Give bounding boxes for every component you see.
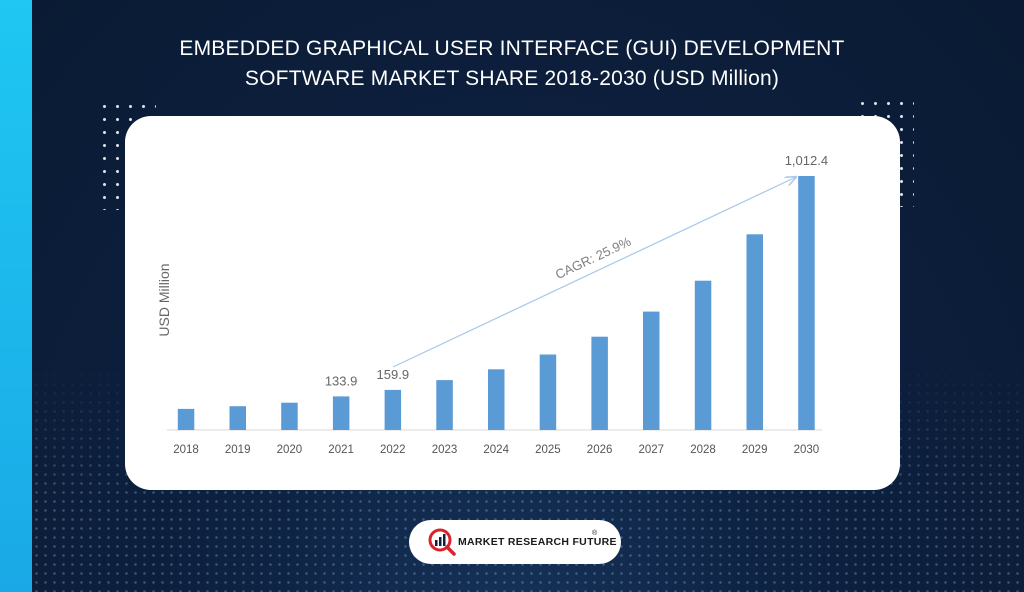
bar-2028: [694, 280, 712, 430]
x-tick-label-2020: 2020: [277, 444, 303, 456]
bar-2019: [229, 406, 246, 430]
x-tick-label-2022: 2022: [380, 444, 406, 456]
x-tick-label-2018: 2018: [173, 444, 199, 456]
page-title: EMBEDDED GRAPHICAL USER INTERFACE (GUI) …: [0, 34, 1024, 94]
x-tick-label-2028: 2028: [690, 444, 716, 456]
bar-chart: USD Million 2018 2019 2020 2021 2022 2023 2024…: [156, 153, 828, 456]
cagr-annotation: CAGR: 25.9%: [553, 234, 634, 283]
bar-2021: [332, 396, 350, 430]
title-line-2: SOFTWARE MARKET SHARE 2018-2030 (USD Mil…: [244, 67, 780, 90]
x-tick-label-2023: 2023: [432, 444, 458, 456]
bar-2020: [281, 402, 298, 430]
data-label-2030: 1,012.4: [785, 153, 828, 168]
bar-2027: [643, 311, 660, 430]
x-tick-label-2024: 2024: [483, 444, 509, 456]
title-line-1: EMBEDDED GRAPHICAL USER INTERFACE (GUI) …: [179, 37, 845, 60]
brand-logo-icon: [428, 528, 456, 556]
bar-2030: [798, 176, 815, 430]
bar-2022: [384, 389, 402, 430]
y-axis-label: USD Million: [156, 263, 172, 336]
registered-mark: ®: [592, 530, 598, 537]
cagr-arrow: [392, 177, 796, 368]
accent-stripe: [0, 0, 32, 592]
bar-2024: [488, 369, 505, 430]
bar-2025: [539, 354, 557, 430]
bar-2018: [177, 408, 195, 430]
x-tick-label-2030: 2030: [794, 444, 820, 456]
bar-2029: [746, 234, 763, 430]
bar-2023: [436, 380, 453, 430]
bar-2026: [591, 336, 608, 430]
x-tick-label-2029: 2029: [742, 444, 768, 456]
data-label-2021: 133.9: [325, 373, 358, 388]
chart-card: USD Million 2018 2019 2020 2021 2022 2023 2024…: [125, 116, 900, 490]
x-tick-label-2026: 2026: [587, 444, 613, 456]
data-label-2022: 159.9: [377, 367, 410, 382]
x-tick-label-2025: 2025: [535, 444, 561, 456]
x-tick-label-2027: 2027: [639, 444, 665, 456]
brand-logo-badge: MARKET RESEARCH FUTURE ®: [409, 520, 621, 564]
brand-name: MARKET RESEARCH FUTURE: [458, 536, 617, 548]
x-tick-label-2021: 2021: [328, 444, 354, 456]
x-tick-label-2019: 2019: [225, 444, 251, 456]
